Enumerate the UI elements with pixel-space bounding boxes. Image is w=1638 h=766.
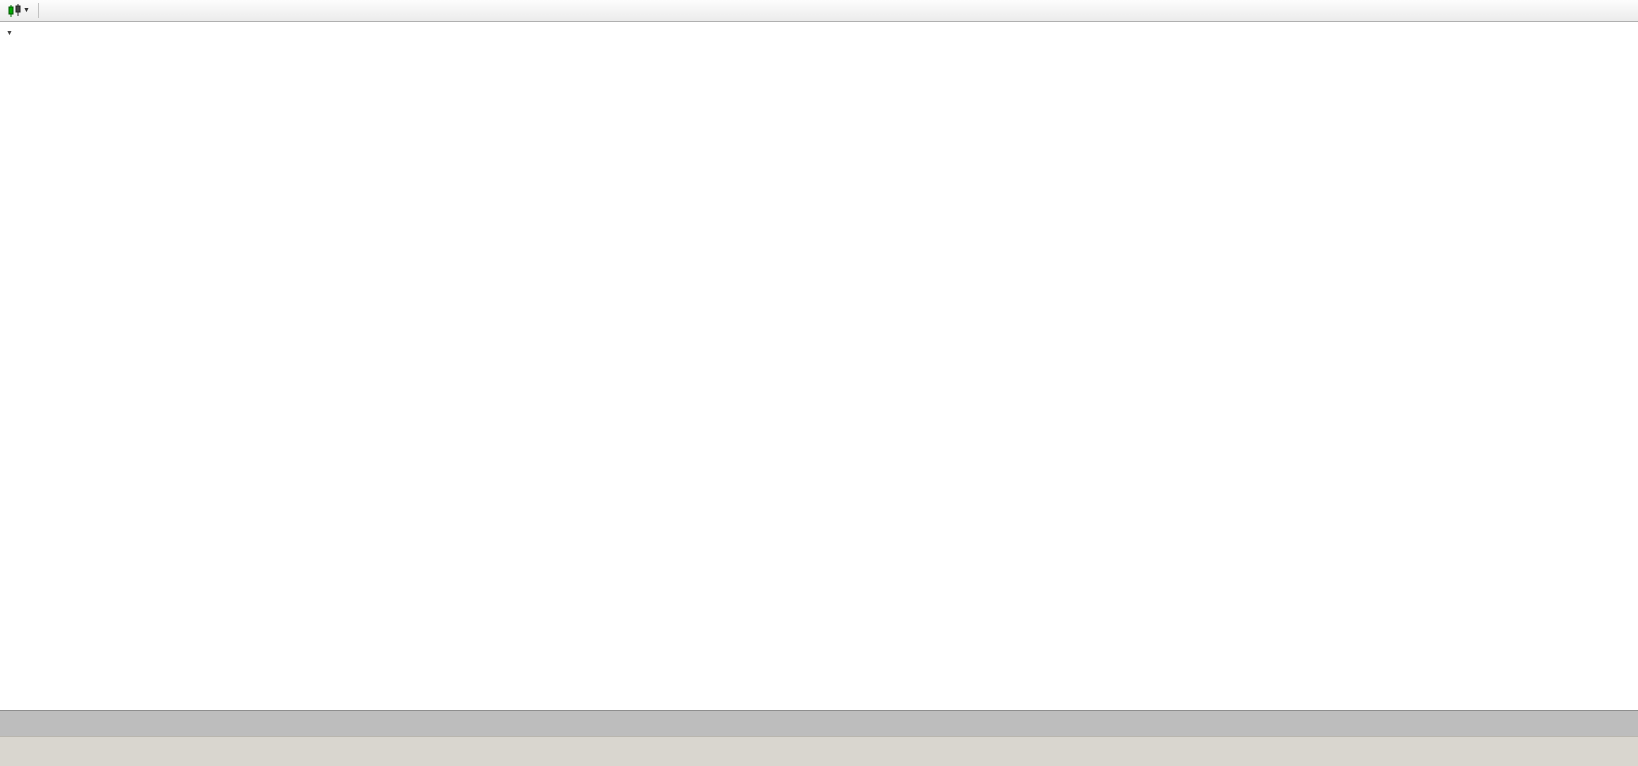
- window-bottom-strip: [0, 736, 1638, 766]
- one-click-trading-icon[interactable]: ▼: [6, 30, 13, 37]
- chart-area: ▼: [0, 22, 1638, 710]
- timeframe-toolbar: ▼: [0, 0, 1638, 22]
- candlestick-chart-icon[interactable]: [5, 2, 23, 20]
- chart-title: ▼: [6, 27, 37, 38]
- toolbar-separator: [37, 3, 39, 18]
- chevron-down-icon[interactable]: ▼: [23, 7, 30, 14]
- price-chart-canvas[interactable]: [0, 22, 1638, 710]
- chart-tab-bar: [0, 710, 1638, 736]
